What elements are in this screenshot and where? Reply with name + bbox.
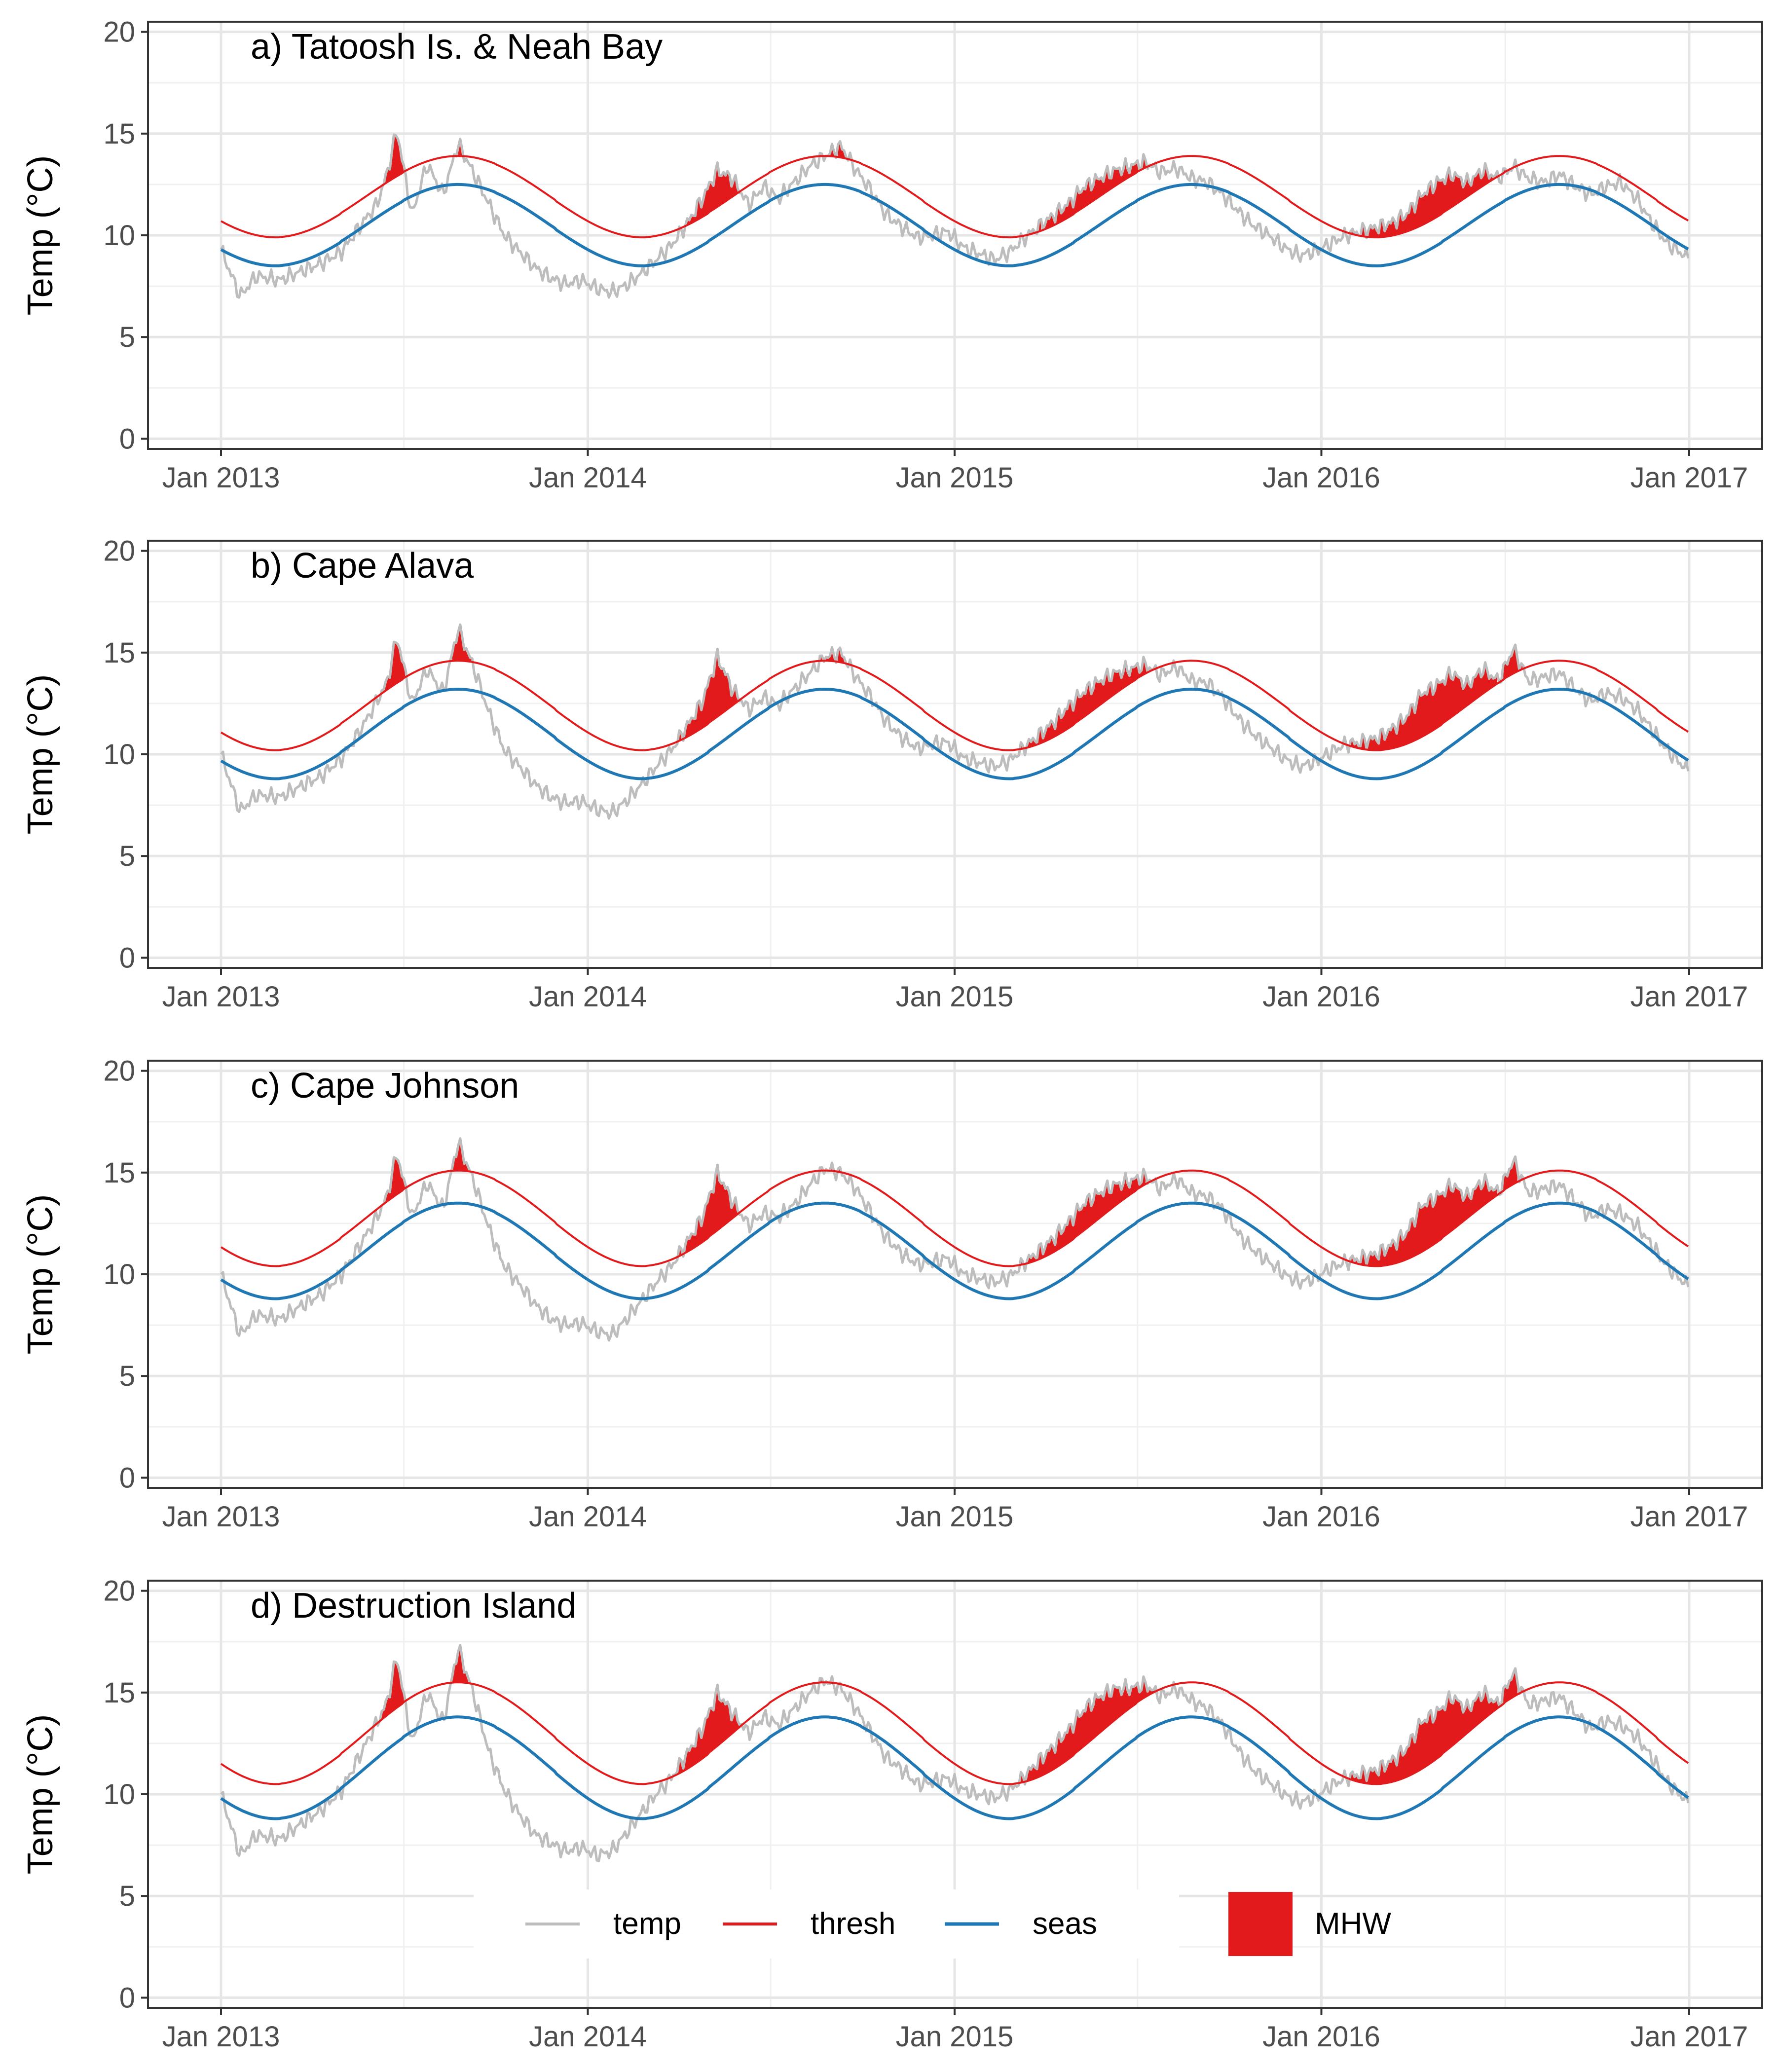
y-tick-label: 5 [119, 1880, 135, 1912]
mhw-event [1350, 662, 1497, 750]
x-tick-label: Jan 2014 [529, 1501, 647, 1533]
x-tick-label: Jan 2016 [1262, 1501, 1380, 1533]
mhw-event [1503, 1668, 1517, 1704]
y-axis-title: Temp (°C) [21, 155, 60, 316]
mhw-event [1027, 657, 1156, 748]
x-tick-label: Jan 2013 [162, 2021, 280, 2053]
legend-label-seas: seas [1033, 1907, 1097, 1941]
y-tick-label: 10 [103, 220, 135, 252]
x-tick-label: Jan 2015 [896, 462, 1014, 494]
panel-title: b) Cape Alava [251, 546, 474, 586]
mhw-event [1503, 644, 1523, 680]
panel-title: d) Destruction Island [251, 1586, 576, 1626]
thresh-line [220, 1169, 1689, 1267]
x-tick-label: Jan 2014 [529, 2021, 647, 2053]
temp-line [220, 623, 1690, 820]
legend: temp thresh seas MHW [474, 1889, 1391, 1959]
x-tick-label: Jan 2017 [1630, 981, 1748, 1013]
y-tick-label: 0 [119, 1982, 135, 2014]
mhw-event [673, 1685, 742, 1776]
legend-label-MHW: MHW [1315, 1907, 1391, 1941]
seas-line [220, 1201, 1689, 1300]
y-tick-label: 15 [103, 1157, 135, 1189]
y-tick-label: 20 [103, 535, 135, 567]
y-tick-label: 15 [103, 118, 135, 150]
panel-b: 0 5 10 15 20 Jan 2013 Jan 2014 Jan 2015 Jan 2016… [21, 535, 1763, 1013]
x-tick-label: Jan 2017 [1630, 462, 1748, 494]
y-tick-label: 5 [119, 321, 135, 353]
legend-key-MHW [1228, 1892, 1293, 1956]
thresh-line [220, 660, 1689, 751]
temp-line [220, 1644, 1690, 1862]
y-tick-label: 0 [119, 423, 135, 455]
y-axis-title: Temp (°C) [21, 1714, 60, 1875]
y-tick-label: 10 [103, 1778, 135, 1811]
y-tick-label: 20 [103, 16, 135, 48]
panel-title: c) Cape Johnson [251, 1066, 519, 1106]
seas-line [220, 1715, 1689, 1820]
thresh-line [221, 155, 1689, 239]
y-tick-label: 10 [103, 1258, 135, 1291]
x-tick-label: Jan 2016 [1262, 462, 1380, 494]
x-tick-label: Jan 2015 [896, 981, 1014, 1013]
legend-label-thresh: thresh [811, 1907, 895, 1941]
y-tick-label: 20 [103, 1575, 135, 1607]
y-tick-label: 20 [103, 1055, 135, 1087]
y-tick-label: 0 [119, 1462, 135, 1494]
mhw-event [1503, 1156, 1517, 1191]
panel-d: 0 5 10 15 20 Jan 2013 Jan 2014 Jan 2015 Jan 2016… [21, 1575, 1763, 2053]
y-axis-title: Temp (°C) [21, 1194, 60, 1355]
temp-line [220, 133, 1690, 299]
mhw-event [685, 649, 738, 738]
y-tick-label: 10 [103, 739, 135, 771]
thresh-line [220, 1681, 1689, 1785]
y-tick-label: 0 [119, 942, 135, 974]
y-tick-label: 5 [119, 840, 135, 872]
mhw-event [452, 1138, 469, 1172]
seas-line [220, 183, 1689, 267]
mhw-event [685, 162, 738, 226]
legend-box [474, 1889, 1179, 1959]
legend-label-temp: temp [613, 1907, 681, 1941]
x-tick-label: Jan 2016 [1262, 2021, 1380, 2053]
panel-a: 0 5 10 15 20 Jan 2013 Jan 2014 Jan 2015 Jan 2016… [21, 16, 1763, 494]
panel-c: 0 5 10 15 20 Jan 2013 Jan 2014 Jan 2015 Jan 2016… [21, 1055, 1763, 1533]
seas-line [220, 688, 1689, 780]
x-tick-label: Jan 2017 [1630, 1501, 1748, 1533]
x-tick-label: Jan 2015 [896, 2021, 1014, 2053]
x-tick-label: Jan 2014 [529, 462, 647, 494]
mhw-event [1027, 1676, 1156, 1781]
y-tick-label: 15 [103, 1677, 135, 1709]
x-tick-label: Jan 2014 [529, 981, 647, 1013]
x-tick-label: Jan 2017 [1630, 2021, 1748, 2053]
x-tick-label: Jan 2016 [1262, 981, 1380, 1013]
y-tick-label: 15 [103, 637, 135, 669]
mhw-event [1369, 163, 1497, 238]
x-tick-label: Jan 2013 [162, 462, 280, 494]
y-axis-title: Temp (°C) [21, 674, 60, 835]
panel-title: a) Tatoosh Is. & Neah Bay [251, 27, 663, 67]
temp-line [220, 1137, 1690, 1342]
x-tick-label: Jan 2013 [162, 981, 280, 1013]
mhw-event [458, 139, 462, 156]
x-tick-label: Jan 2015 [896, 1501, 1014, 1533]
y-tick-label: 5 [119, 1360, 135, 1392]
mhw-event [1350, 1174, 1497, 1266]
x-tick-label: Jan 2013 [162, 1501, 280, 1533]
